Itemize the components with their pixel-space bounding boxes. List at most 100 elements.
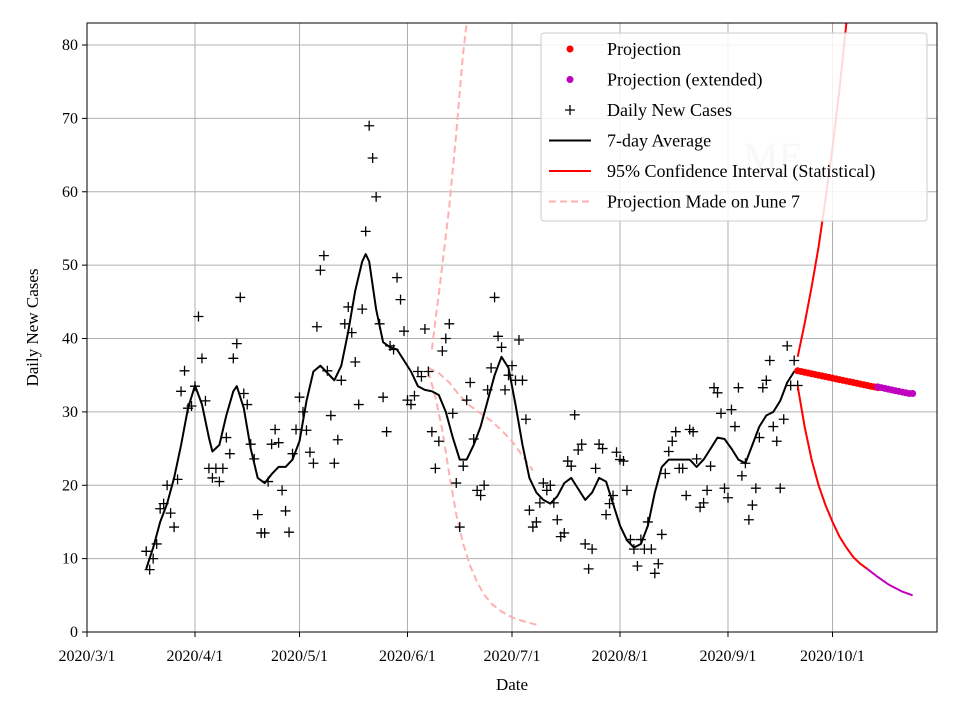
daily-case-marker: [426, 426, 437, 437]
daily-case-marker: [475, 490, 486, 501]
ci-lower-line: [796, 386, 868, 570]
legend-marker-dot: [566, 76, 574, 83]
daily-case-marker: [249, 453, 260, 464]
daily-case-marker: [360, 226, 371, 237]
daily-case-marker: [179, 365, 190, 376]
daily-case-marker: [315, 265, 326, 276]
daily-case-marker: [399, 326, 410, 337]
daily-case-marker: [416, 371, 427, 382]
daily-case-marker: [350, 356, 361, 367]
plot-area: [141, 23, 917, 626]
daily-case-marker: [169, 522, 180, 533]
daily-case-marker: [677, 463, 688, 474]
x-tick-label: 2020/9/1: [700, 648, 757, 665]
daily-case-marker: [716, 408, 727, 419]
daily-case-marker: [193, 311, 204, 322]
daily-case-marker: [144, 564, 155, 575]
gridlines: [86, 23, 937, 633]
daily-case-marker: [726, 404, 737, 415]
daily-case-marker: [465, 377, 476, 388]
daily-case-marker: [346, 327, 357, 338]
daily-case-marker: [719, 483, 730, 494]
daily-case-marker: [412, 366, 423, 377]
daily-case-marker: [489, 292, 500, 303]
daily-case-marker: [729, 421, 740, 432]
daily-case-marker: [266, 439, 277, 450]
axis-ticks: 0 10 20 30 40 50 60 70 80 2020/3/1 2020/4/1 2020/5/…: [59, 37, 865, 665]
daily-case-marker: [601, 509, 612, 520]
daily-case-marker: [409, 390, 420, 401]
daily-case-marker: [381, 426, 392, 437]
daily-case-marker: [545, 480, 556, 491]
daily-case-marker: [688, 426, 699, 437]
daily-case-marker: [148, 553, 159, 564]
daily-case-marker: [430, 463, 441, 474]
daily-case-marker: [214, 476, 225, 487]
y-tick-label: 50: [62, 257, 78, 274]
daily-case-marker: [681, 490, 692, 501]
daily-case-marker: [444, 318, 455, 329]
legend-entry-label: 7-day Average: [607, 131, 711, 151]
daily-case-marker: [625, 534, 636, 545]
daily-case-marker: [395, 294, 406, 305]
y-tick-label: 80: [62, 37, 78, 54]
daily-case-marker: [451, 478, 462, 489]
x-tick-label: 2020/10/1: [800, 648, 865, 665]
daily-case-marker: [520, 414, 531, 425]
daily-case-marker: [336, 375, 347, 386]
daily-case-marker: [538, 478, 549, 489]
daily-case-marker: [597, 443, 608, 454]
ci-lower-extended-line: [866, 568, 913, 597]
daily-case-marker: [242, 399, 253, 410]
legend-entry-label: Projection (extended): [607, 70, 762, 91]
daily-case-marker: [705, 461, 716, 472]
daily-case-marker: [437, 345, 448, 356]
x-tick-label: 2020/3/1: [59, 648, 116, 665]
daily-case-marker: [304, 447, 315, 458]
daily-case-marker: [277, 485, 288, 496]
daily-case-marker: [608, 490, 619, 501]
daily-case-marker: [273, 437, 284, 448]
daily-case-marker: [736, 470, 747, 481]
y-axis-label: Daily New Cases: [23, 268, 42, 386]
daily-case-marker: [235, 292, 246, 303]
daily-case-marker: [722, 492, 733, 503]
y-tick-label: 20: [62, 477, 78, 494]
daily-case-marker: [566, 461, 577, 472]
daily-case-marker: [318, 250, 329, 261]
daily-case-marker: [259, 527, 270, 538]
daily-case-marker: [646, 544, 657, 555]
daily-case-marker: [733, 382, 744, 393]
daily-case-marker: [524, 505, 535, 516]
daily-case-marker: [332, 434, 343, 445]
daily-case-marker: [580, 538, 591, 549]
daily-case-marker: [270, 424, 281, 435]
x-tick-label: 2020/8/1: [592, 648, 649, 665]
daily-case-marker: [496, 342, 507, 353]
daily-case-marker: [405, 399, 416, 410]
daily-case-marker: [294, 392, 305, 403]
daily-case-marker: [447, 408, 458, 419]
daily-case-marker: [308, 458, 319, 469]
daily-case-marker: [482, 384, 493, 395]
daily-case-marker: [660, 468, 671, 479]
daily-case-marker: [541, 485, 552, 496]
daily-case-marker: [461, 395, 472, 406]
daily-case-marker: [576, 439, 587, 450]
daily-case-marker: [245, 439, 256, 450]
daily-case-marker: [709, 382, 720, 393]
daily-case-marker: [635, 534, 646, 545]
y-tick-label: 70: [62, 110, 78, 127]
daily-case-marker: [649, 568, 660, 579]
daily-case-marker: [367, 153, 378, 164]
daily-case-marker: [378, 392, 389, 403]
daily-case-marker: [743, 514, 754, 525]
daily-case-marker: [357, 304, 368, 315]
daily-case-marker: [252, 509, 263, 520]
legend-entry-label: 95% Confidence Interval (Statistical): [607, 161, 875, 182]
daily-case-marker: [656, 529, 667, 540]
daily-case-marker: [301, 425, 312, 436]
daily-case-marker: [231, 338, 242, 349]
daily-case-marker: [653, 558, 664, 569]
